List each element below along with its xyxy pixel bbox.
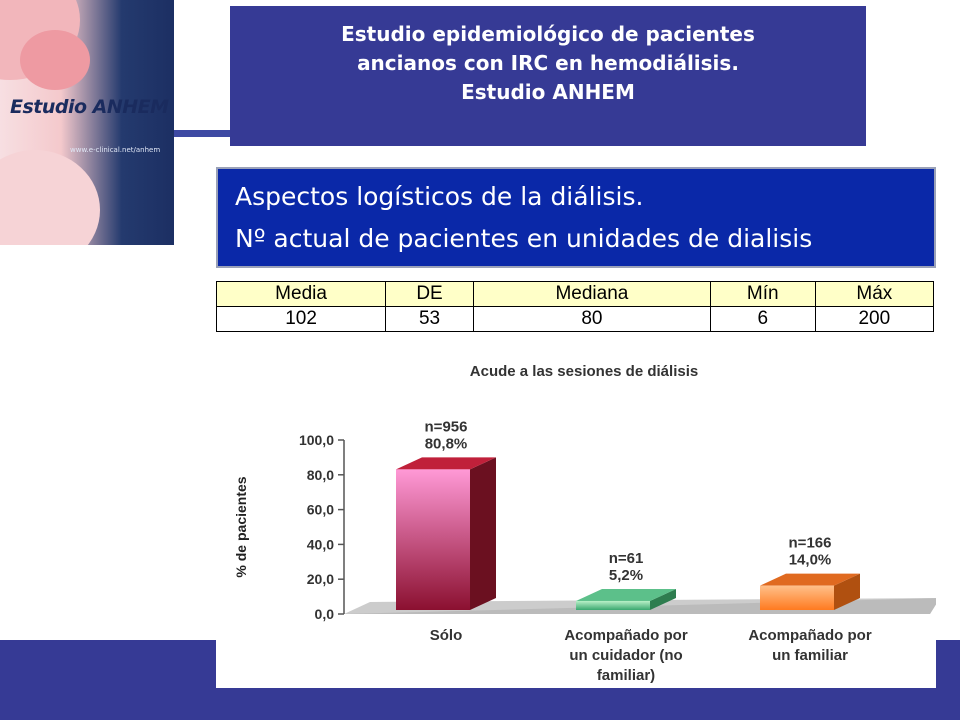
logo-url: www.e-clinical.net/anhem (70, 146, 161, 154)
stats-value-cell: 200 (814, 306, 935, 332)
logo-text: Estudio ANHEM (10, 96, 169, 118)
header-accent-bar (174, 130, 230, 137)
bar (396, 457, 496, 610)
bar-data-label: 14,0% (789, 552, 832, 569)
stats-header-cell: Mediana (472, 281, 711, 307)
y-axis-label: % de pacientes (233, 476, 249, 577)
stats-value-cell: 53 (385, 306, 474, 332)
subtitle-line: Nº actual de pacientes en unidades de di… (235, 224, 813, 253)
x-category-label: Acompañado por (564, 627, 688, 644)
stats-value-row: 102 53 80 6 200 (215, 306, 935, 332)
bar-data-label: n=61 (609, 550, 644, 567)
y-tick-label: 40,0 (307, 536, 334, 552)
stats-header-cell: DE (385, 281, 474, 307)
bar-top (760, 573, 860, 586)
y-tick-label: 60,0 (307, 502, 334, 518)
bar-data-label: n=166 (789, 535, 832, 552)
x-category-label: familiar) (597, 667, 655, 684)
bar-side (834, 573, 860, 610)
y-tick-label: 80,0 (307, 467, 334, 483)
y-tick-label: 0,0 (315, 606, 335, 622)
logo-decoration (0, 150, 100, 245)
bar-data-label: 5,2% (609, 567, 643, 584)
bar-data-label: 80,8% (425, 435, 468, 452)
bar (760, 573, 860, 610)
bar-front (396, 469, 470, 610)
y-tick-label: 20,0 (307, 571, 334, 587)
stats-header-cell: Media (215, 281, 387, 307)
logo-decoration (20, 30, 90, 90)
bar-top (396, 457, 496, 470)
x-category-label: un cuidador (no (569, 647, 682, 664)
x-category-label: Acompañado por (748, 627, 872, 644)
x-category-label: Sólo (430, 627, 463, 644)
stats-value-cell: 6 (709, 306, 816, 332)
stats-table: Media DE Mediana Mín Máx 102 53 80 6 200 (215, 281, 935, 332)
stats-value-cell: 102 (215, 306, 387, 332)
bar-top (576, 588, 676, 601)
stats-header-row: Media DE Mediana Mín Máx (215, 281, 935, 307)
slide-title: Estudio epidemiológico de pacientes anci… (230, 6, 866, 146)
bar-chart: 0,0 20,0 40,0 60,0 80,0 100,0 Acude a las ses… (233, 363, 940, 684)
estudio-anhem-logo: Estudio ANHEM www.e-clinical.net/anhem (0, 0, 174, 245)
slide-title-line: Estudio ANHEM (461, 80, 635, 104)
section-subtitle: Aspectos logísticos de la diálisis. Nº a… (216, 167, 936, 268)
bar-front (760, 585, 834, 610)
slide-title-line: Estudio epidemiológico de pacientes (341, 22, 755, 46)
stats-header-cell: Mín (709, 281, 816, 307)
chart-container: 0,0 20,0 40,0 60,0 80,0 100,0 Acude a las ses… (216, 352, 940, 688)
bar-side (470, 457, 496, 610)
stats-value-cell: 80 (472, 306, 711, 332)
stats-header-cell: Máx (814, 281, 935, 307)
bar-side (650, 588, 676, 610)
y-tick-label: 100,0 (299, 432, 334, 448)
subtitle-line: Aspectos logísticos de la diálisis. (235, 182, 644, 211)
bar-front (576, 600, 650, 610)
slide-title-line: ancianos con IRC en hemodiálisis. (357, 51, 739, 75)
bar (576, 588, 676, 610)
chart-title: Acude a las sesiones de diálisis (470, 363, 698, 380)
x-category-label: un familiar (772, 647, 848, 664)
bar-data-label: n=956 (425, 418, 468, 435)
